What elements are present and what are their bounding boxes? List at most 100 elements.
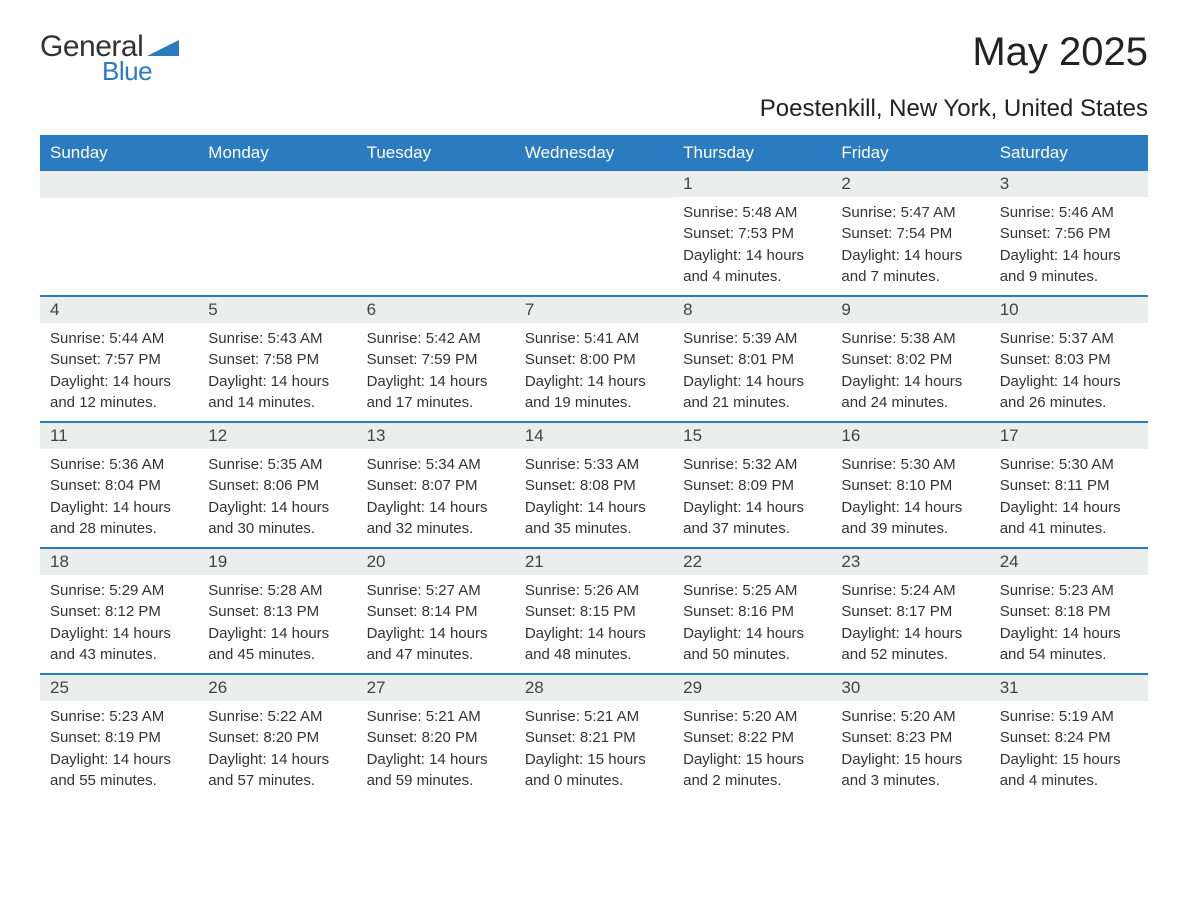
logo: General Blue — [40, 30, 179, 87]
daylight2-text: and 26 minutes. — [1000, 393, 1138, 413]
sunrise-text: Sunrise: 5:27 AM — [367, 581, 505, 601]
daylight1-text: Daylight: 14 hours — [50, 372, 188, 392]
day-cell — [515, 171, 673, 295]
daylight2-text: and 24 minutes. — [841, 393, 979, 413]
daylight1-text: Daylight: 14 hours — [841, 498, 979, 518]
sunrise-text: Sunrise: 5:24 AM — [841, 581, 979, 601]
day-cell: 29Sunrise: 5:20 AMSunset: 8:22 PMDayligh… — [673, 675, 831, 799]
day-cell: 1 Sunrise: 5:48 AMSunset: 7:53 PMDaylight… — [673, 171, 831, 295]
day-cell: 6Sunrise: 5:42 AMSunset: 7:59 PMDaylight… — [357, 297, 515, 421]
sunset-text: Sunset: 8:22 PM — [683, 728, 821, 748]
daylight2-text: and 52 minutes. — [841, 645, 979, 665]
sunset-text: Sunset: 8:12 PM — [50, 602, 188, 622]
daylight2-text: and 2 minutes. — [683, 771, 821, 791]
day-content: Sunrise: 5:26 AMSunset: 8:15 PMDaylight:… — [515, 575, 673, 672]
day-content: Sunrise: 5:35 AMSunset: 8:06 PMDaylight:… — [198, 449, 356, 546]
day-cell: 24Sunrise: 5:23 AMSunset: 8:18 PMDayligh… — [990, 549, 1148, 673]
daylight2-text: and 9 minutes. — [1000, 267, 1138, 287]
sunrise-text: Sunrise: 5:21 AM — [367, 707, 505, 727]
day-content: Sunrise: 5:20 AMSunset: 8:22 PMDaylight:… — [673, 701, 831, 798]
day-content: Sunrise: 5:25 AMSunset: 8:16 PMDaylight:… — [673, 575, 831, 672]
day-cell: 31Sunrise: 5:19 AMSunset: 8:24 PMDayligh… — [990, 675, 1148, 799]
daylight2-text: and 45 minutes. — [208, 645, 346, 665]
daylight1-text: Daylight: 14 hours — [1000, 372, 1138, 392]
day-cell: 27Sunrise: 5:21 AMSunset: 8:20 PMDayligh… — [357, 675, 515, 799]
sunrise-text: Sunrise: 5:20 AM — [683, 707, 821, 727]
day-cell: 21Sunrise: 5:26 AMSunset: 8:15 PMDayligh… — [515, 549, 673, 673]
day-number: 2 — [831, 171, 989, 197]
day-cell — [40, 171, 198, 295]
daylight1-text: Daylight: 14 hours — [1000, 498, 1138, 518]
day-content: Sunrise: 5:32 AMSunset: 8:09 PMDaylight:… — [673, 449, 831, 546]
sunrise-text: Sunrise: 5:23 AM — [50, 707, 188, 727]
daylight1-text: Daylight: 14 hours — [525, 372, 663, 392]
day-number: 4 — [40, 297, 198, 323]
day-cell — [357, 171, 515, 295]
sunrise-text: Sunrise: 5:20 AM — [841, 707, 979, 727]
sunset-text: Sunset: 8:17 PM — [841, 602, 979, 622]
daylight1-text: Daylight: 14 hours — [683, 246, 821, 266]
day-number: 1 — [673, 171, 831, 197]
daylight2-text: and 43 minutes. — [50, 645, 188, 665]
sunrise-text: Sunrise: 5:43 AM — [208, 329, 346, 349]
daylight1-text: Daylight: 14 hours — [683, 372, 821, 392]
calendar-week: 25Sunrise: 5:23 AMSunset: 8:19 PMDayligh… — [40, 673, 1148, 799]
daylight1-text: Daylight: 15 hours — [841, 750, 979, 770]
sunset-text: Sunset: 8:11 PM — [1000, 476, 1138, 496]
daylight1-text: Daylight: 14 hours — [1000, 246, 1138, 266]
daylight1-text: Daylight: 14 hours — [841, 624, 979, 644]
sunset-text: Sunset: 8:07 PM — [367, 476, 505, 496]
daylight2-text: and 32 minutes. — [367, 519, 505, 539]
sunset-text: Sunset: 7:53 PM — [683, 224, 821, 244]
sunrise-text: Sunrise: 5:46 AM — [1000, 203, 1138, 223]
day-content: Sunrise: 5:36 AMSunset: 8:04 PMDaylight:… — [40, 449, 198, 546]
day-cell: 15Sunrise: 5:32 AMSunset: 8:09 PMDayligh… — [673, 423, 831, 547]
day-number: 23 — [831, 549, 989, 575]
sunset-text: Sunset: 8:04 PM — [50, 476, 188, 496]
daylight1-text: Daylight: 14 hours — [683, 624, 821, 644]
day-cell: 26Sunrise: 5:22 AMSunset: 8:20 PMDayligh… — [198, 675, 356, 799]
day-content: Sunrise: 5:23 AMSunset: 8:19 PMDaylight:… — [40, 701, 198, 798]
weekday-cell: Saturday — [990, 135, 1148, 171]
weekday-cell: Monday — [198, 135, 356, 171]
day-cell: 30Sunrise: 5:20 AMSunset: 8:23 PMDayligh… — [831, 675, 989, 799]
day-cell: 18Sunrise: 5:29 AMSunset: 8:12 PMDayligh… — [40, 549, 198, 673]
day-content: Sunrise: 5:34 AMSunset: 8:07 PMDaylight:… — [357, 449, 515, 546]
day-number — [198, 171, 356, 198]
sunset-text: Sunset: 8:15 PM — [525, 602, 663, 622]
sunrise-text: Sunrise: 5:21 AM — [525, 707, 663, 727]
daylight1-text: Daylight: 14 hours — [367, 372, 505, 392]
sunrise-text: Sunrise: 5:28 AM — [208, 581, 346, 601]
daylight2-text: and 54 minutes. — [1000, 645, 1138, 665]
daylight2-text: and 14 minutes. — [208, 393, 346, 413]
day-content: Sunrise: 5:21 AMSunset: 8:21 PMDaylight:… — [515, 701, 673, 798]
day-number: 11 — [40, 423, 198, 449]
sunrise-text: Sunrise: 5:26 AM — [525, 581, 663, 601]
sunset-text: Sunset: 7:56 PM — [1000, 224, 1138, 244]
sunset-text: Sunset: 8:01 PM — [683, 350, 821, 370]
day-content: Sunrise: 5:38 AMSunset: 8:02 PMDaylight:… — [831, 323, 989, 420]
day-number — [357, 171, 515, 198]
daylight1-text: Daylight: 14 hours — [367, 750, 505, 770]
daylight2-text: and 3 minutes. — [841, 771, 979, 791]
day-number: 30 — [831, 675, 989, 701]
sunrise-text: Sunrise: 5:38 AM — [841, 329, 979, 349]
sunrise-text: Sunrise: 5:30 AM — [1000, 455, 1138, 475]
sunset-text: Sunset: 7:54 PM — [841, 224, 979, 244]
page-title: May 2025 — [972, 30, 1148, 75]
day-number: 9 — [831, 297, 989, 323]
day-cell — [198, 171, 356, 295]
day-content: Sunrise: 5:41 AMSunset: 8:00 PMDaylight:… — [515, 323, 673, 420]
day-cell: 12Sunrise: 5:35 AMSunset: 8:06 PMDayligh… — [198, 423, 356, 547]
day-cell: 28Sunrise: 5:21 AMSunset: 8:21 PMDayligh… — [515, 675, 673, 799]
sunrise-text: Sunrise: 5:48 AM — [683, 203, 821, 223]
sunset-text: Sunset: 8:09 PM — [683, 476, 821, 496]
daylight2-text: and 41 minutes. — [1000, 519, 1138, 539]
calendar: Sunday Monday Tuesday Wednesday Thursday… — [40, 135, 1148, 799]
sunrise-text: Sunrise: 5:33 AM — [525, 455, 663, 475]
daylight1-text: Daylight: 14 hours — [525, 498, 663, 518]
day-cell: 9Sunrise: 5:38 AMSunset: 8:02 PMDaylight… — [831, 297, 989, 421]
day-content: Sunrise: 5:37 AMSunset: 8:03 PMDaylight:… — [990, 323, 1148, 420]
daylight2-text: and 7 minutes. — [841, 267, 979, 287]
day-number — [40, 171, 198, 198]
